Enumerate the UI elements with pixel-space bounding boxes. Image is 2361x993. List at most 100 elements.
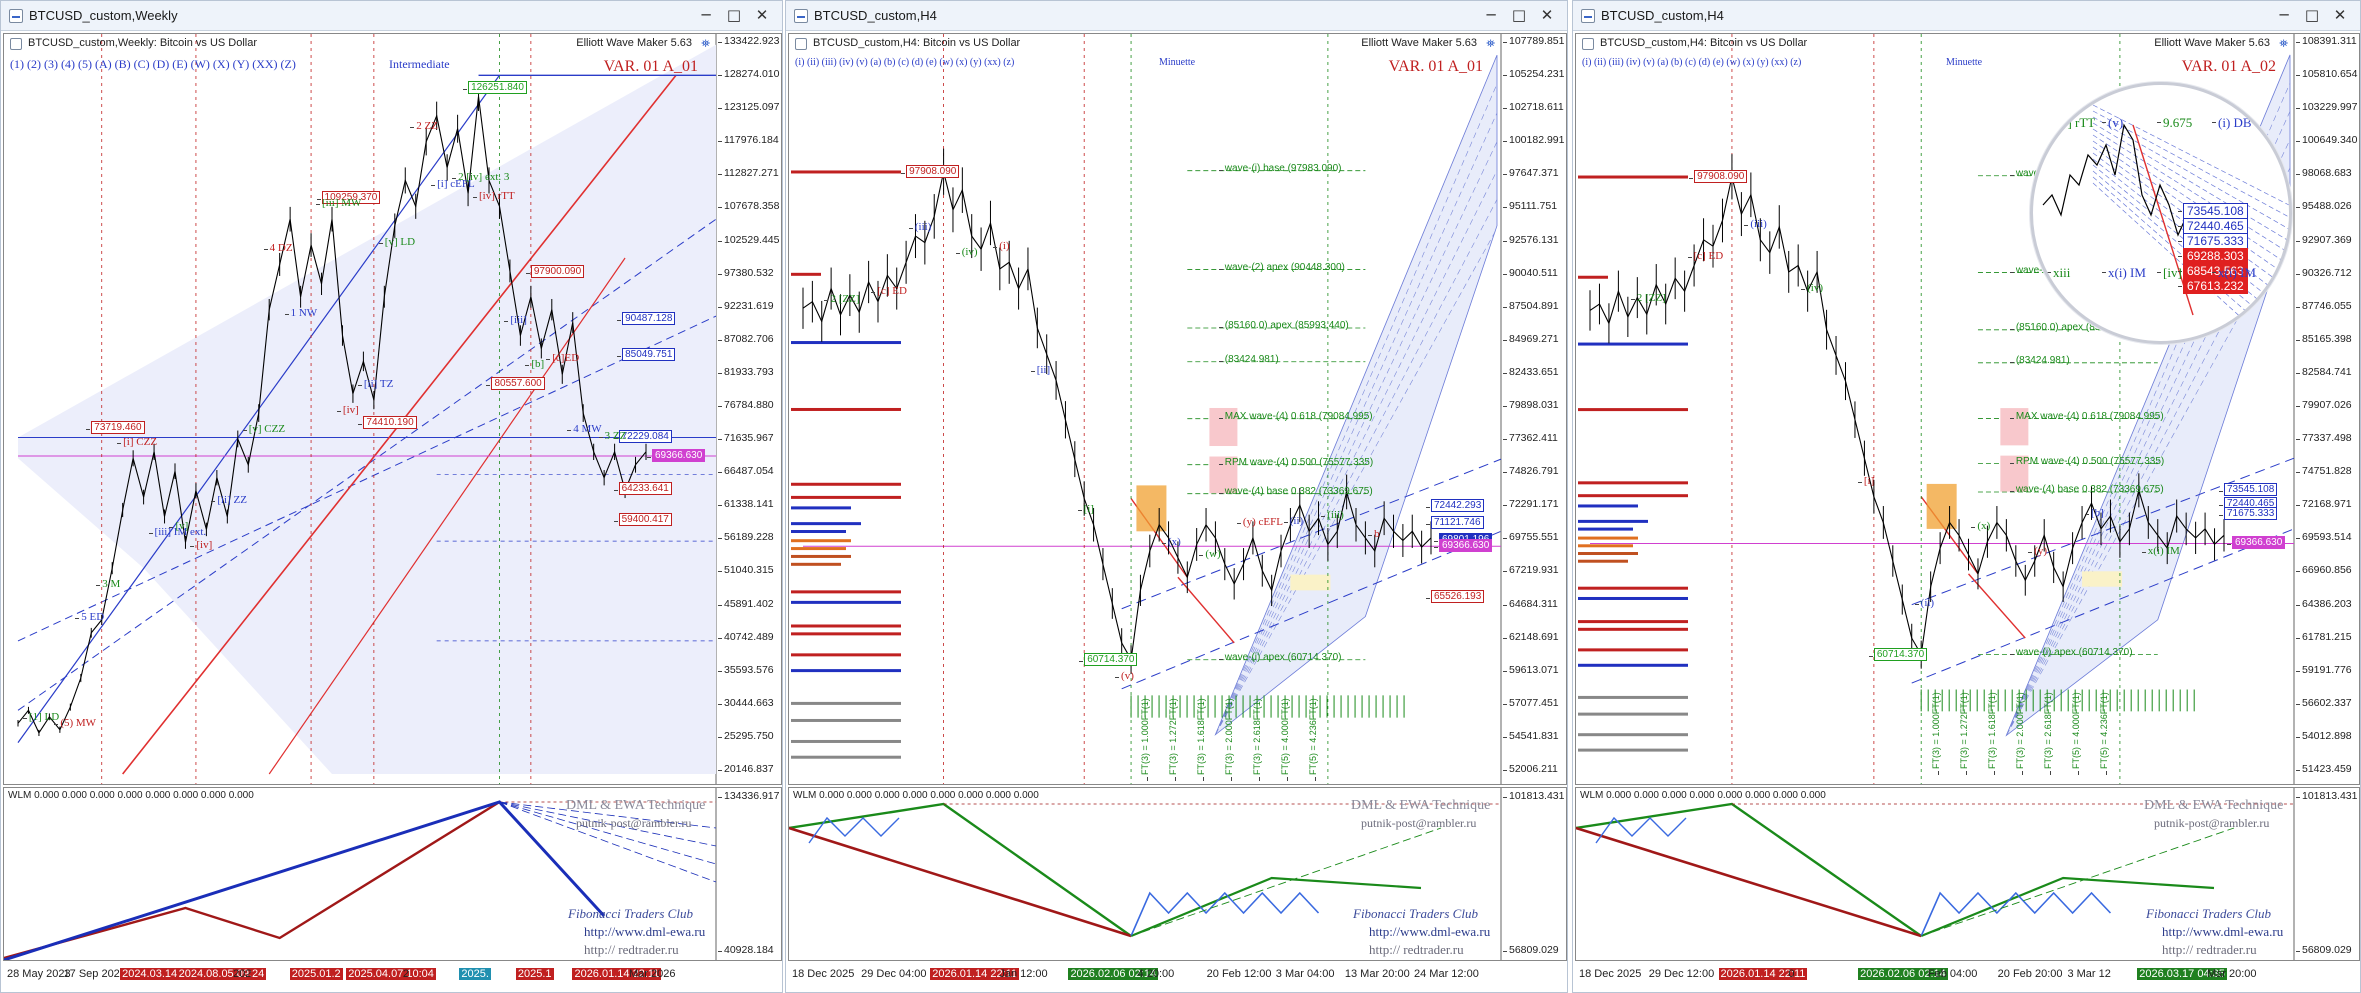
chart-window-icon [9,9,23,23]
wave-label: (x) [1162,535,1181,548]
price-axis-tick: 69593.514 [2296,531,2352,544]
ewm-settings-icon[interactable]: ⛯ [2279,37,2288,50]
window-titlebar[interactable]: BTCUSD_custom,H4 ─ □ ✕ [786,1,1567,31]
ewm-settings-icon[interactable]: ⛯ [701,37,710,50]
volume-profile-bar [791,407,901,411]
maximize-button[interactable]: □ [726,6,742,24]
wave-label: [b] [525,358,545,371]
wave-label: x(i) IM [2141,545,2180,558]
wave-level-subchart[interactable]: WLM 0.000 0.000 0.000 0.000 0.000 0.000 … [788,787,1567,961]
wave-label: (ii) [1283,515,1304,528]
zigzag-blue [808,816,900,844]
minimize-button[interactable]: ─ [1486,6,1496,24]
price-axis-tick: 128274.010 [717,68,780,81]
ewm-settings-icon[interactable]: ⛯ [1486,37,1495,50]
price-axis-tick: 117976.184 [718,134,779,147]
wave-degree-buttons[interactable]: (i) (ii) (iii) (iv) (v) (a) (b) (c) (d) … [1582,57,1802,68]
wave-label: 4 DZ [263,242,293,255]
chart-symbol-title: BTCUSD_custom,Weekly: Bitcoin vs US Doll… [28,37,258,49]
fib-time-label: FT(5) = 4.000FT(1) [1280,698,1291,776]
price-axis-tick: 97380.532 [718,266,774,279]
price-label-box: 72442.293 [1425,498,1485,512]
maximize-button[interactable]: □ [2304,6,2320,24]
zigzag-proj [1921,827,2235,937]
window-title: BTCUSD_custom,H4 [1601,8,1724,23]
window-titlebar[interactable]: BTCUSD_custom,Weekly ─ □ ✕ [1,1,782,31]
signature-website[interactable]: http://www.dml-ewa.ru [584,924,706,939]
price-label-box: 97900.090 [525,264,585,278]
fan-line [1215,112,1498,735]
sub-axis-tick: 56809.029 [1503,944,1559,956]
chart-window-h4b[interactable]: BTCUSD_custom,H4 ─ □ ✕ 108391.311 105810.654 1… [1572,0,2361,993]
volume-profile-bar [1578,408,1688,412]
wave-label: (x) [1971,519,1991,532]
chart-window-weekly[interactable]: BTCUSD_custom,Weekly ─ □ ✕ 133422.923 128274.… [0,0,783,993]
target-level-label: (83424.981) [2009,354,2070,366]
price-axis-tick: 76784.880 [718,399,774,411]
price-axis-tick: 25295.750 [718,729,774,742]
price-chart[interactable]: 108391.311 105810.654 103229.997 100649.340… [1575,33,2360,785]
minimize-button[interactable]: ─ [701,6,711,24]
time-axis: 18 Dec 2025 29 Dec 12:00 2026.01.14 22:11 0… [1575,962,2293,992]
volume-profile-bar [791,272,821,276]
zigzag-proj [499,801,717,883]
volume-profile-bar [791,701,901,705]
volume-profile-bar [1578,536,1638,540]
close-button[interactable]: ✕ [1540,6,1554,24]
price-label-box: 64233.641 [613,482,672,496]
signature-fibclub: Fibonacci Traders Club [1353,906,1478,921]
wave-label: (iii) [909,220,932,233]
price-label-box: 126251.840 [463,81,527,95]
price-axis-tick: 95488.026 [2296,200,2352,213]
wave-degree-buttons[interactable]: (1) (2) (3) (4) (5) (A) (B) (C) (D) (E) … [10,57,296,71]
price-axis-tick: 66960.856 [2296,564,2352,577]
wave-label: 3 ZZ [598,429,627,442]
time-axis: 28 May 2023 17 Sep 2023 2024.03.14 10:05 20… [3,962,715,992]
close-button[interactable]: ✕ [2333,6,2347,24]
volume-profile-bar [1578,748,1688,752]
fib-time-label: FT(3) = 2.000FT(1) [2014,692,2025,770]
signature-email: putnik-post@rambler.ru [2154,816,2270,830]
target-level-label: wave-(i) base (97983.090) [1218,162,1342,174]
signature-fibclub: Fibonacci Traders Club [2146,906,2271,921]
fan-line [1215,170,1498,735]
price-axis-tick: 72291.171 [1503,498,1559,511]
wave-degree-buttons[interactable]: (i) (ii) (iii) (iv) (v) (a) (b) (c) (d) … [795,57,1015,68]
wave-level-subchart[interactable]: WLM 0.000 0.000 0.000 0.000 0.000 0.000 … [1575,787,2360,961]
price-chart[interactable]: 107789.851 105254.231 102718.611 100182.991… [788,33,1567,785]
price-label-box: 73545.108 [2218,482,2278,496]
price-axis-tick: 92907.369 [2296,233,2352,246]
wave-level-subchart[interactable]: WLM 0.000 0.000 0.000 0.000 0.000 0.000 … [3,787,782,961]
volume-profile-bar [791,590,901,594]
price-axis-tick: 59613.071 [1503,663,1559,676]
close-button[interactable]: ✕ [755,6,769,24]
fib-time-label: FT(3) = 1.618FT(1) [1986,692,1997,770]
signature-redtrader[interactable]: http:// redtrader.ru [1369,942,1464,957]
window-titlebar[interactable]: BTCUSD_custom,H4 ─ □ ✕ [1573,1,2360,31]
signature-website[interactable]: http://www.dml-ewa.ru [1369,924,1491,939]
zigzag-blue [4,800,606,960]
signature-redtrader[interactable]: http:// redtrader.ru [2162,942,2257,957]
price-series-line [802,171,1432,662]
volume-profile-bar [1578,504,1638,508]
signature-website[interactable]: http://www.dml-ewa.ru [2162,924,2284,939]
wave-label: 3 M [96,578,121,591]
magnifier-lens[interactable]: 73545.108 72440.465 71675.333 69288.303 6854… [2030,82,2292,344]
wave-label: 1 NW [284,306,318,319]
price-axis-tick: 92576.131 [1503,233,1559,246]
wave-label: 4 MW [567,423,602,436]
price-chart[interactable]: 133422.923 128274.010 123125.097 117976.184… [3,33,782,785]
maximize-button[interactable]: □ [1511,6,1527,24]
fan-line [2092,128,2289,254]
price-axis-tick: 100649.340 [2295,134,2358,147]
wave-label: [c]ED [546,352,580,365]
signature-redtrader[interactable]: http:// redtrader.ru [584,942,679,957]
target-level-label: wave-(4) base 0.382 (73369.675) [1218,485,1373,497]
volume-profile-bar [791,624,901,628]
fan-line [1215,228,1498,735]
volume-profile-bar [791,170,901,174]
chart-window-h4a[interactable]: BTCUSD_custom,H4 ─ □ ✕ 107789.851 105254.231 1… [785,0,1568,993]
wave4-zone [1136,485,1167,532]
minimize-button[interactable]: ─ [2279,6,2289,24]
volume-profile-bar [791,562,841,566]
